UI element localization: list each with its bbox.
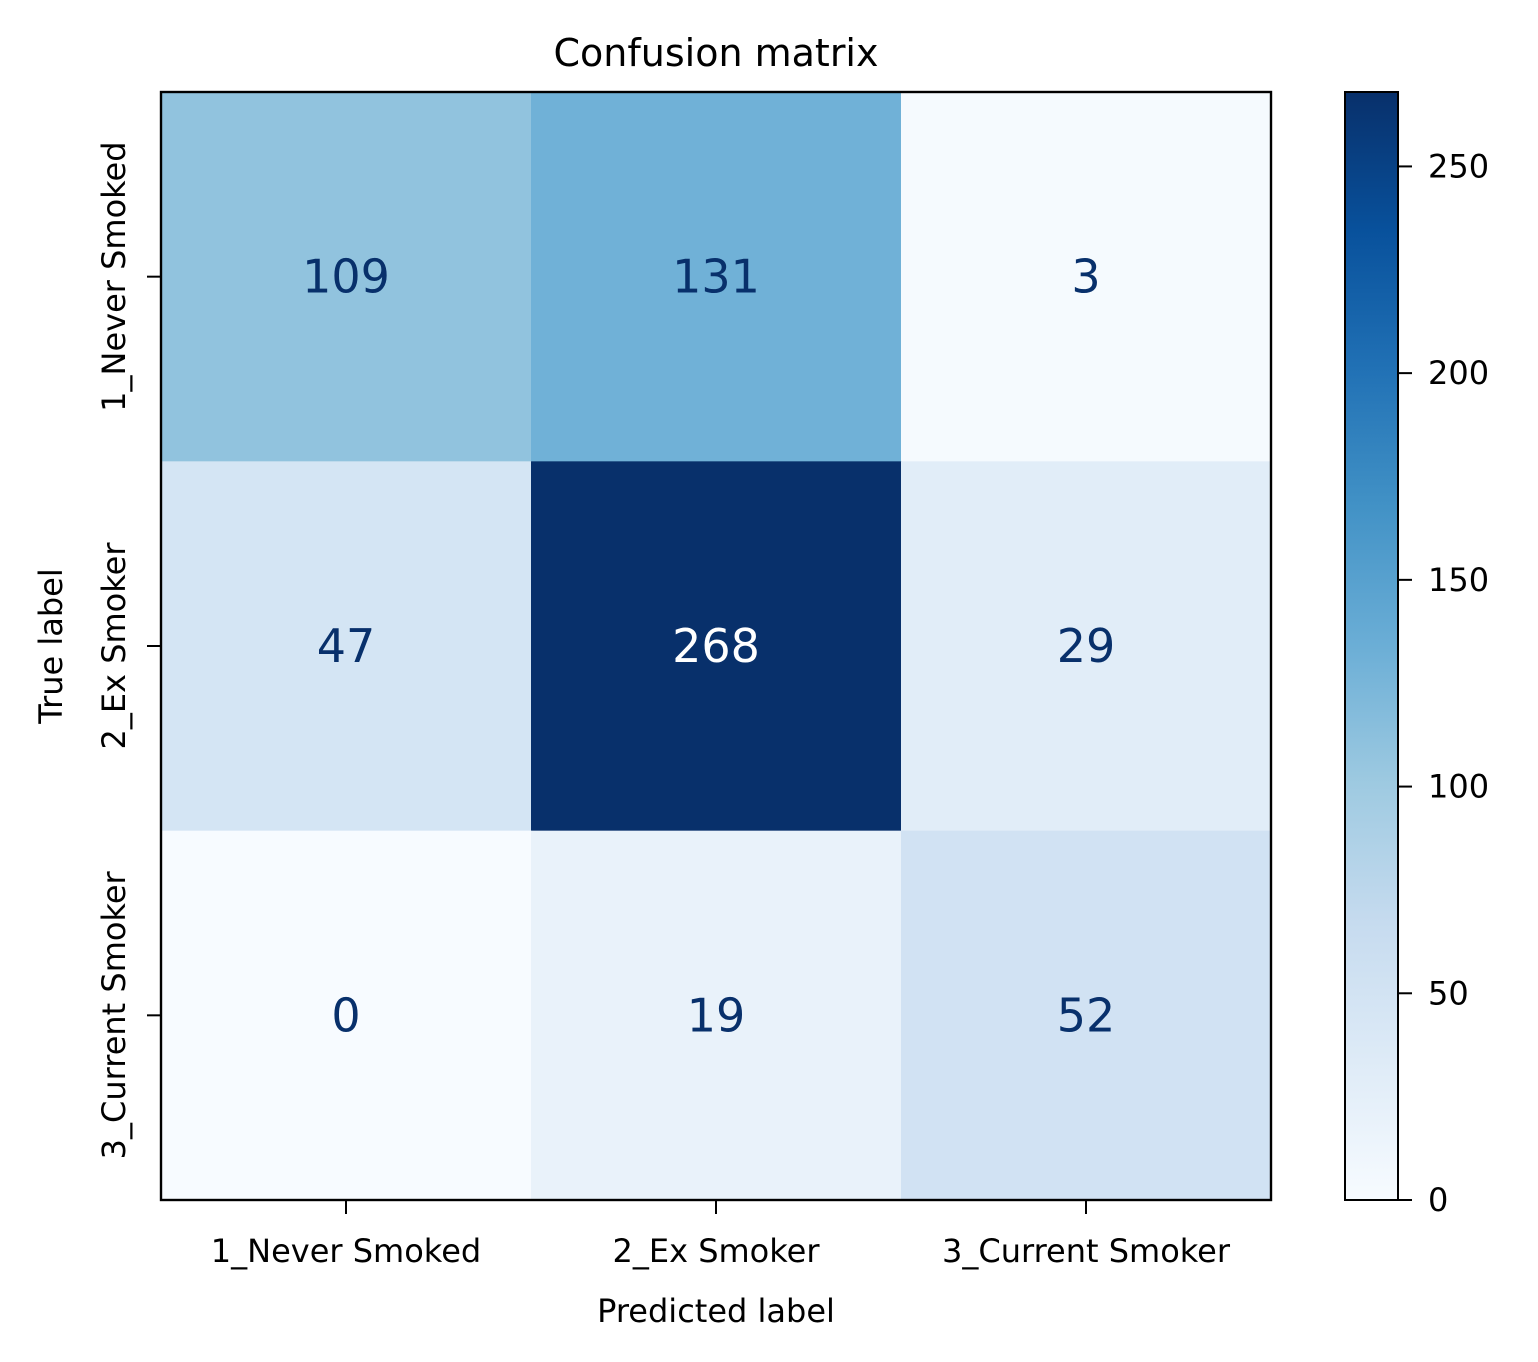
colorbar [1344, 91, 1399, 1201]
heatmap-cell [161, 461, 532, 832]
colorbar-tick-label: 200 [1428, 354, 1489, 392]
x-axis-ticks: 1_Never Smoked 2_Ex Smoker 3_Current Smoke… [211, 1200, 1231, 1270]
colorbar-ticks: 0 50 100 150 200 250 [1398, 147, 1489, 1219]
colorbar-tick-label: 150 [1428, 561, 1489, 599]
cell-value-label: 47 [317, 619, 376, 673]
heatmap-cell [161, 830, 532, 1201]
chart-title: Confusion matrix [554, 31, 879, 75]
cell-value-label: 52 [1057, 988, 1116, 1042]
cell-value-label: 268 [672, 619, 760, 673]
y-tick-label: 3_Current Smoker [95, 870, 133, 1159]
heatmap-cell [531, 92, 902, 462]
heatmap-cell [161, 92, 532, 462]
heatmap-cell-labels: 109 131 3 47 268 29 0 19 52 [302, 250, 1115, 1043]
x-tick-label: 3_Current Smoker [942, 1232, 1231, 1270]
heatmap-cell [531, 461, 902, 832]
cell-value-label: 19 [687, 988, 746, 1042]
cell-value-label: 131 [672, 250, 760, 304]
y-tick-label: 1_Never Smoked [95, 141, 133, 411]
x-tick-label: 1_Never Smoked [211, 1232, 481, 1270]
colorbar-tick-label: 100 [1428, 768, 1489, 806]
heatmap-cells [161, 92, 1272, 1201]
cell-value-label: 109 [302, 250, 390, 304]
cell-value-label: 29 [1057, 619, 1116, 673]
heatmap-cell [531, 830, 902, 1201]
cell-value-label: 0 [331, 988, 360, 1042]
y-tick-label: 2_Ex Smoker [95, 542, 133, 750]
heatmap-cell [901, 461, 1272, 832]
cell-value-label: 3 [1071, 250, 1100, 304]
x-axis-label: Predicted label [597, 1292, 835, 1330]
x-tick-label: 2_Ex Smoker [613, 1232, 821, 1270]
heatmap-cell [901, 830, 1272, 1201]
y-axis-label: True label [32, 568, 70, 725]
heatmap-cell [901, 92, 1272, 462]
colorbar-tick-label: 0 [1428, 1181, 1448, 1219]
y-axis-ticks: 1_Never Smoked 2_Ex Smoker 3_Current Smoke… [95, 141, 161, 1159]
colorbar-tick-label: 50 [1428, 974, 1469, 1012]
colorbar-tick-label: 250 [1428, 147, 1489, 185]
